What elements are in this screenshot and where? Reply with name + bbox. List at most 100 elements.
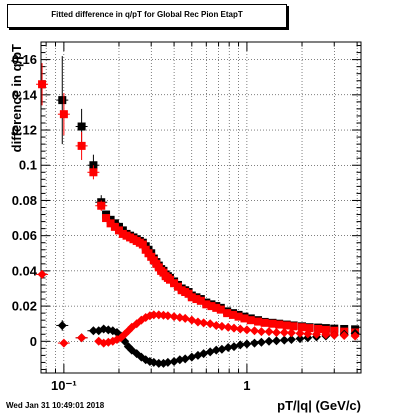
data-point [223,322,233,332]
data-point [192,295,201,304]
data-point [207,302,216,311]
x-axis-label: pT/|q| (GeV/c) [277,398,361,413]
data-point [279,328,289,338]
y-tick-label: 0.08 [12,193,37,208]
data-point [37,269,47,279]
data-point [211,345,221,355]
data-point [202,300,211,309]
data-point [106,219,115,228]
data-point [240,314,249,323]
data-point [223,342,233,352]
data-point [256,327,266,337]
data-point [149,310,159,320]
title-box: Fitted difference in q/pT for Global Rec… [7,4,287,28]
data-point [216,305,225,314]
data-point [321,325,330,334]
series-1 [36,63,108,212]
data-point [235,340,245,350]
y-tick-label: 0.14 [12,87,38,102]
data-point [59,110,68,119]
series-7 [94,310,360,348]
data-point [246,316,255,325]
data-point [286,335,296,345]
data-point [339,330,349,340]
data-point [295,328,305,338]
data-point [249,338,259,348]
data-point [321,330,331,340]
data-point [249,326,259,336]
data-point [199,318,209,328]
y-tick-label: 0.04 [12,263,38,278]
data-point [314,324,323,333]
data-point [211,320,221,330]
y-tick-label: 0.02 [12,299,37,314]
data-point [229,310,238,319]
series-5 [102,214,360,337]
data-point [329,330,339,340]
data-point [289,322,298,331]
data-point [77,333,87,343]
data-point [312,329,322,339]
data-point [305,324,314,333]
data-point [282,321,291,330]
data-point [59,338,69,348]
data-point [229,323,239,333]
y-tick-label: 0.12 [12,123,37,138]
data-point [165,275,174,284]
data-point [242,325,252,335]
data-point [77,122,86,131]
data-point [234,312,243,321]
y-tick-label: 0.16 [12,52,37,67]
data-point [286,328,296,338]
y-axis-label: difference in q/pT [9,44,24,152]
data-point [196,296,205,305]
data-point [169,312,179,322]
data-point [303,329,313,339]
data-point [254,317,263,326]
data-point [163,311,173,321]
data-point [256,337,266,347]
data-point [89,168,98,177]
data-point [193,317,203,327]
data-point [57,320,67,330]
data-point [212,303,221,312]
data-point [229,342,239,352]
grid-x [45,42,358,373]
data-point [180,313,190,323]
y-tick-label: 0.06 [12,228,37,243]
data-point [264,327,274,337]
x-tick-label: 1 [243,378,250,393]
grid-y [41,59,361,342]
data-point [260,318,269,327]
data-point [77,141,86,150]
data-point [217,321,227,331]
data-point [275,320,284,329]
data-point [138,240,147,249]
data-point [271,328,281,338]
data-point [350,331,360,341]
data-point [97,201,106,210]
data-point [217,344,227,354]
y-tick-label: 0 [30,334,37,349]
data-point [154,358,164,368]
x-ticks [45,42,358,373]
data-point [38,80,47,89]
data-point [199,349,209,359]
data-point [264,336,274,346]
data-point [268,319,277,328]
x-tick-label: 10⁻¹ [51,378,77,393]
data-point [102,214,111,223]
data-point [163,357,173,367]
data-point [279,335,289,345]
data-point [223,309,232,318]
data-point [180,354,190,364]
data-point [298,323,307,332]
data-point [58,96,67,105]
data-point [235,324,245,334]
data-point [295,334,305,344]
data-point [242,339,252,349]
series-3 [36,269,88,348]
data-point [187,293,196,302]
